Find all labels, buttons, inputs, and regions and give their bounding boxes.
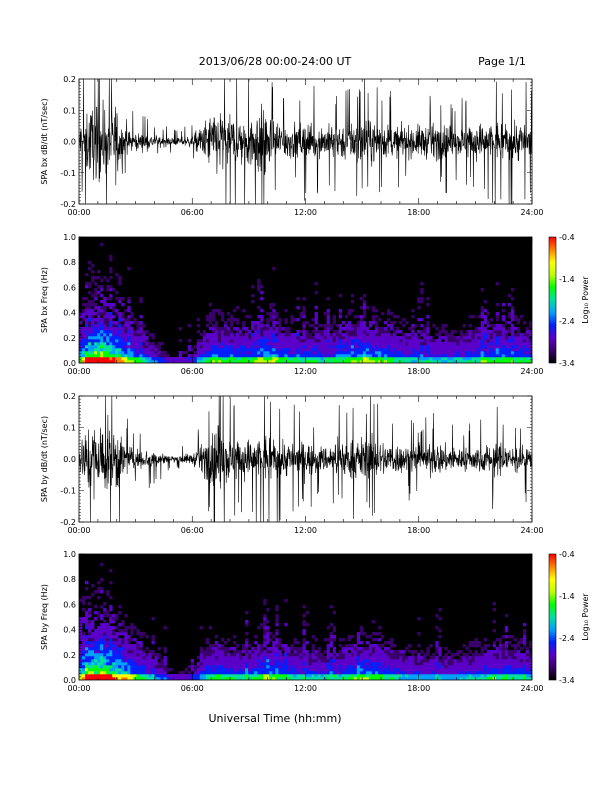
colorbar-tick-label: -0.4 bbox=[559, 550, 575, 559]
x-tick-label: 24:00 bbox=[520, 208, 543, 217]
x-tick-label: 06:00 bbox=[181, 208, 204, 217]
y-tick-label: 0.1 bbox=[63, 106, 76, 115]
y-tick-label: 0.8 bbox=[63, 575, 76, 584]
colorbar-tick-label: -1.4 bbox=[559, 275, 575, 284]
colorbar-tick-label: -3.4 bbox=[559, 359, 575, 368]
y-tick-label: -0.1 bbox=[60, 487, 76, 496]
y-tick-label: 0.4 bbox=[63, 626, 76, 635]
x-tick-label: 18:00 bbox=[407, 684, 430, 693]
x-tick-label: 00:00 bbox=[67, 526, 90, 535]
colorbar-tick-label: -2.4 bbox=[559, 634, 575, 643]
date-range-title: 2013/06/28 00:00-24:00 UT bbox=[199, 55, 352, 68]
y-tick-label: 0.0 bbox=[63, 676, 76, 685]
page-indicator: Page 1/1 bbox=[478, 55, 526, 68]
x-tick-label: 12:00 bbox=[294, 526, 317, 535]
colorbar-4: -0.4 -1.4 -2.4 -3.4 Log₁₀ Power bbox=[548, 550, 590, 685]
colorbar-tick-label: -3.4 bbox=[559, 676, 575, 685]
x-tick-label: 24:00 bbox=[520, 367, 543, 376]
x-tick-label: 24:00 bbox=[520, 684, 543, 693]
y-tick-label: 1.0 bbox=[63, 550, 76, 559]
colorbar-tick-label: -2.4 bbox=[559, 317, 575, 326]
waveform-trace bbox=[79, 79, 532, 204]
x-tick-label: 12:00 bbox=[294, 684, 317, 693]
colorbar-tick-label: -0.4 bbox=[559, 233, 575, 242]
x-tick-label: 24:00 bbox=[520, 526, 543, 535]
spectrogram-cells bbox=[79, 243, 532, 363]
waveform-trace bbox=[79, 396, 532, 522]
x-tick-label: 00:00 bbox=[67, 684, 90, 693]
panel-4: -0.4 -1.4 -2.4 -3.4 Log₁₀ Power 00:00 06:00 12:… bbox=[40, 550, 590, 693]
colorbar-ramp bbox=[548, 236, 557, 364]
y-tick-label: 1.0 bbox=[63, 233, 76, 242]
panel-3: 00:00 06:00 12:00 18:00 24:00 0.2 0.1 0.0 -0.1 -0… bbox=[40, 392, 544, 535]
panel-2: -0.4 -1.4 -2.4 -3.4 Log₁₀ Power 00:00 06:00 12:… bbox=[40, 233, 590, 376]
x-tick-label: 12:00 bbox=[294, 367, 317, 376]
x-tick-label: 06:00 bbox=[181, 684, 204, 693]
y-tick-label: 0.2 bbox=[63, 334, 76, 343]
y-axis-label: SPA by Freq (Hz) bbox=[40, 584, 49, 650]
y-axis-label: SPA by dB/dt (nT/sec) bbox=[40, 416, 49, 502]
colorbar-ramp bbox=[548, 553, 557, 681]
y-tick-label: -0.1 bbox=[60, 169, 76, 178]
y-tick-label: 0.2 bbox=[63, 392, 76, 401]
y-tick-label: 0.6 bbox=[63, 600, 76, 609]
y-tick-label: 0.0 bbox=[63, 359, 76, 368]
x-tick-label: 00:00 bbox=[67, 367, 90, 376]
x-tick-label: 06:00 bbox=[181, 367, 204, 376]
y-tick-label: 0.8 bbox=[63, 258, 76, 267]
x-tick-label: 12:00 bbox=[294, 208, 317, 217]
colorbar-label: Log₁₀ Power bbox=[581, 276, 590, 324]
x-tick-label: 18:00 bbox=[407, 208, 430, 217]
x-axis-label: Universal Time (hh:mm) bbox=[209, 712, 342, 725]
y-tick-label: 0.0 bbox=[63, 455, 76, 464]
y-tick-label: 0.0 bbox=[63, 138, 76, 147]
panel-1: 00:00 06:00 12:00 18:00 24:00 0.2 0.1 0.0 -0.1 -0… bbox=[40, 75, 544, 217]
x-tick-label: 06:00 bbox=[181, 526, 204, 535]
y-axis-label: SPA bx dB/dt (nT/sec) bbox=[40, 98, 49, 184]
y-tick-label: -0.2 bbox=[60, 518, 76, 527]
colorbar-tick-label: -1.4 bbox=[559, 592, 575, 601]
y-tick-label: 0.2 bbox=[63, 75, 76, 84]
y-tick-label: 0.2 bbox=[63, 651, 76, 660]
x-tick-label: 18:00 bbox=[407, 526, 430, 535]
y-tick-label: 0.6 bbox=[63, 283, 76, 292]
x-tick-label: 00:00 bbox=[67, 208, 90, 217]
y-tick-label: -0.2 bbox=[60, 200, 76, 209]
spectrogram-cells bbox=[79, 563, 532, 680]
y-tick-label: 0.1 bbox=[63, 424, 76, 433]
y-tick-label: 0.4 bbox=[63, 309, 76, 318]
colorbar-label: Log₁₀ Power bbox=[581, 593, 590, 641]
y-axis-label: SPA bx Freq (Hz) bbox=[40, 267, 49, 333]
panels: 00:00 06:00 12:00 18:00 24:00 0.2 0.1 0.0 -0.1 -0… bbox=[40, 75, 590, 693]
x-tick-label: 18:00 bbox=[407, 367, 430, 376]
colorbar-2: -0.4 -1.4 -2.4 -3.4 Log₁₀ Power bbox=[548, 233, 590, 368]
